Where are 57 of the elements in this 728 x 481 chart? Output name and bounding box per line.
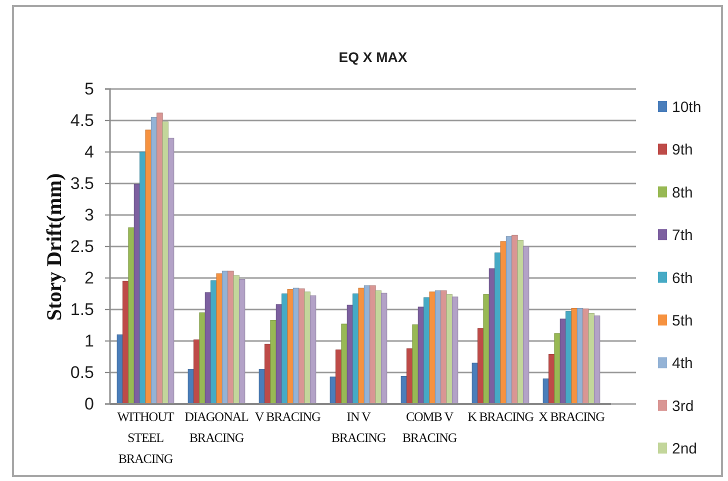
bar [571,308,578,404]
bar [238,279,246,404]
bar [380,292,388,404]
bar [429,292,436,404]
bar [270,320,276,404]
bar [412,324,418,404]
legend-label: 2nd [672,440,698,458]
legend-label: 9th [672,142,693,159]
bar [446,294,452,404]
bar [199,312,206,404]
bar [233,275,240,404]
bar [483,294,490,404]
legend-label: 7th [672,227,693,244]
bar [588,313,594,404]
y-tick-label: 4.5 [70,110,94,130]
legend-label: 5th [672,312,693,330]
y-tick-label: 1 [84,331,94,350]
x-tick-label: COMB V BRACING [402,409,457,445]
x-tick-label: IN V BRACING [331,409,386,445]
y-tick-label: 1.5 [70,300,94,319]
bar [358,288,364,404]
bar [517,240,524,404]
y-tick-label: 3.5 [70,174,94,193]
bar [304,292,310,404]
bar [128,227,134,404]
bar [341,324,348,404]
x-tick-label: WITHOUT STEEL BRACING [117,409,174,466]
x-tick-label: DIAGONAL BRACING [184,409,250,445]
legend-label: 10th [672,99,702,116]
x-tick-label: K BRACING [468,409,534,424]
y-tick-label: 0.5 [70,362,94,382]
bar [500,241,506,404]
bar [522,246,530,404]
y-tick-label: 2 [84,268,94,288]
y-axis-title: Story Drift(mm) [42,173,66,321]
bar [216,273,222,404]
y-tick-label: 5 [84,79,94,98]
y-tick-label: 2.5 [70,236,94,256]
legend-label: 8th [672,184,693,202]
bar [452,296,458,404]
legend-label: 6th [672,270,693,287]
bar [594,316,600,404]
chart-title: EQ X MAX [338,49,408,65]
bar [310,295,316,404]
legend-label: 4th [672,355,693,372]
x-tick-label: V BRACING [254,409,320,424]
bar [375,290,382,404]
bar [287,289,294,404]
legend-label: 3rd [672,398,694,415]
bar [145,130,152,404]
bar [554,333,560,404]
bar [168,138,174,404]
bar [162,122,168,404]
y-tick-label: 3 [84,205,94,224]
x-tick-label: X BRACING [538,409,605,424]
y-tick-label: 0 [84,394,94,414]
y-tick-label: 4 [84,142,94,162]
